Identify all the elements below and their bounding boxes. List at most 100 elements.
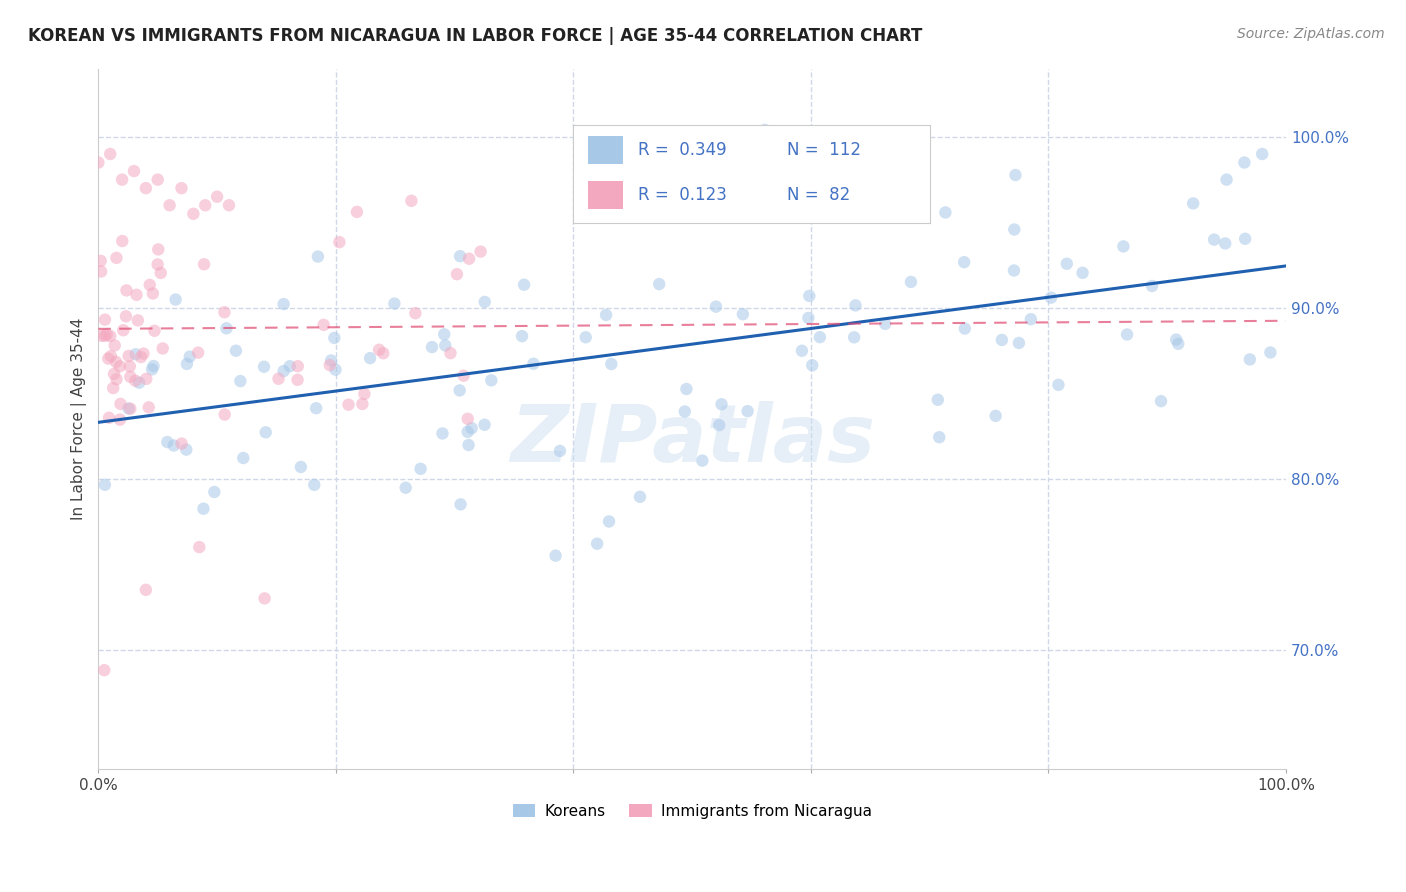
Point bbox=[325, 362, 347, 376]
Point bbox=[575, 330, 598, 344]
Point bbox=[139, 277, 162, 292]
Point bbox=[170, 181, 193, 195]
Point bbox=[510, 329, 533, 343]
Point bbox=[927, 392, 949, 407]
Point bbox=[205, 190, 228, 204]
Point bbox=[90, 264, 112, 278]
Point bbox=[648, 277, 671, 292]
Point bbox=[108, 359, 131, 374]
Point bbox=[737, 404, 759, 418]
Point bbox=[1260, 345, 1282, 359]
Point bbox=[94, 329, 117, 343]
Point bbox=[287, 359, 309, 374]
Point bbox=[278, 359, 301, 374]
Point bbox=[183, 207, 205, 221]
Point bbox=[1150, 394, 1173, 409]
Point bbox=[165, 293, 187, 307]
Point bbox=[202, 485, 225, 500]
Point bbox=[513, 277, 536, 292]
Point bbox=[143, 324, 166, 338]
Point bbox=[1215, 172, 1237, 186]
Point bbox=[105, 355, 128, 369]
Point bbox=[449, 249, 471, 263]
Point bbox=[790, 343, 813, 358]
Legend: Koreans, Immigrants from Nicaragua: Koreans, Immigrants from Nicaragua bbox=[506, 797, 877, 825]
Point bbox=[401, 194, 423, 208]
Point bbox=[953, 255, 976, 269]
Point bbox=[124, 374, 146, 388]
Text: KOREAN VS IMMIGRANTS FROM NICARAGUA IN LABOR FORCE | AGE 35-44 CORRELATION CHART: KOREAN VS IMMIGRANTS FROM NICARAGUA IN L… bbox=[28, 27, 922, 45]
Point bbox=[457, 425, 479, 439]
Point bbox=[319, 353, 342, 368]
Point bbox=[675, 382, 697, 396]
Point bbox=[548, 444, 571, 458]
Point bbox=[105, 251, 128, 265]
Point bbox=[707, 418, 730, 433]
Point bbox=[194, 198, 217, 212]
Point bbox=[1040, 291, 1063, 305]
Point bbox=[290, 460, 312, 475]
Point bbox=[187, 345, 209, 359]
Point bbox=[346, 205, 368, 219]
Point bbox=[125, 288, 148, 302]
Point bbox=[193, 501, 215, 516]
Point bbox=[112, 323, 135, 337]
Point bbox=[163, 438, 186, 452]
Point bbox=[395, 481, 418, 495]
Point bbox=[111, 172, 134, 186]
Point bbox=[731, 307, 754, 321]
Point bbox=[103, 367, 125, 381]
Point bbox=[953, 321, 976, 335]
Point bbox=[458, 252, 481, 266]
Point bbox=[991, 333, 1014, 347]
Point bbox=[214, 305, 236, 319]
Point bbox=[470, 244, 492, 259]
Point bbox=[115, 310, 138, 324]
Point bbox=[432, 426, 454, 441]
Point bbox=[673, 404, 696, 418]
Point bbox=[814, 182, 837, 196]
Text: Source: ZipAtlas.com: Source: ZipAtlas.com bbox=[1237, 27, 1385, 41]
Point bbox=[457, 412, 479, 426]
Point bbox=[225, 343, 247, 358]
Point bbox=[176, 357, 198, 371]
Point bbox=[1204, 233, 1226, 247]
Point bbox=[827, 180, 849, 194]
Point bbox=[146, 172, 169, 186]
Point bbox=[174, 442, 197, 457]
Point bbox=[118, 359, 141, 374]
Point bbox=[409, 462, 432, 476]
Point bbox=[267, 372, 290, 386]
Point bbox=[449, 384, 471, 398]
Point bbox=[146, 257, 169, 271]
Point bbox=[844, 330, 866, 344]
Point bbox=[135, 181, 157, 195]
Point bbox=[450, 497, 472, 511]
Point bbox=[799, 289, 821, 303]
Point bbox=[595, 308, 617, 322]
Point bbox=[218, 198, 240, 212]
Point bbox=[273, 297, 295, 311]
Point bbox=[928, 430, 950, 444]
Point bbox=[586, 537, 609, 551]
Point bbox=[1166, 333, 1188, 347]
Point bbox=[439, 346, 461, 360]
Point bbox=[100, 349, 122, 363]
Point bbox=[934, 205, 956, 219]
Point bbox=[142, 359, 165, 373]
Point bbox=[319, 358, 342, 372]
Point bbox=[193, 257, 215, 271]
Point bbox=[104, 338, 127, 352]
Point bbox=[159, 198, 181, 212]
Point bbox=[1112, 239, 1135, 253]
Point bbox=[117, 401, 139, 416]
Point bbox=[420, 340, 443, 354]
Point bbox=[148, 243, 170, 257]
Point bbox=[474, 294, 496, 309]
Point bbox=[111, 234, 134, 248]
Point bbox=[312, 318, 335, 332]
Point bbox=[337, 398, 360, 412]
Point bbox=[433, 327, 456, 342]
Point bbox=[179, 350, 201, 364]
Point bbox=[1233, 155, 1256, 169]
